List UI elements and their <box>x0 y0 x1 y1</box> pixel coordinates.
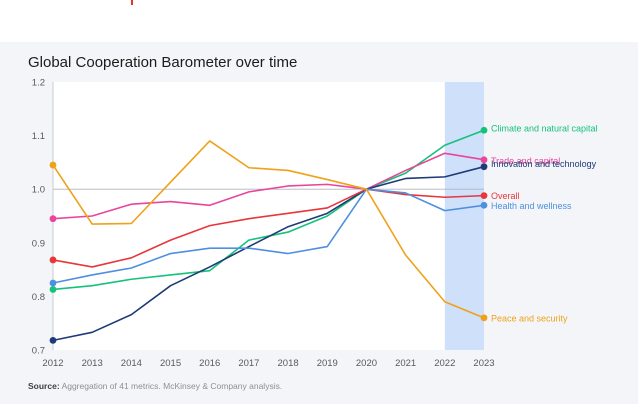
series-start-point-overall <box>49 256 57 264</box>
x-tick-label: 2013 <box>82 358 103 369</box>
series-end-point-health-and-wellness <box>480 201 488 209</box>
y-tick-label: 0.8 <box>32 292 45 303</box>
series-line-overall <box>52 188 485 268</box>
series-end-point-trade-and-capital <box>480 156 488 164</box>
x-tick-label: 2021 <box>395 358 416 369</box>
series-label-climate-and-natural-capital: Climate and natural capital <box>491 124 598 134</box>
series-line-peace-and-security <box>52 140 485 319</box>
series-start-point-health-and-wellness <box>49 279 57 287</box>
series-end-point-climate-and-natural-capital <box>480 126 488 134</box>
series-end-point-innovation-and-technology <box>480 163 488 171</box>
series-end-point-peace-and-security <box>480 314 488 322</box>
x-tick-label: 2015 <box>160 358 181 369</box>
x-tick-label: 2020 <box>356 358 377 369</box>
x-tick-label: 2017 <box>238 358 259 369</box>
y-tick-label: 1.2 <box>32 78 45 89</box>
header-band <box>0 0 638 42</box>
x-tick-label: 2022 <box>434 358 455 369</box>
series-label-overall: Overall <box>491 191 520 201</box>
source-label: Source: <box>28 381 60 391</box>
series-label-innovation-and-technology: Innovation and technology <box>491 159 597 169</box>
series-start-point-peace-and-security <box>49 161 57 169</box>
series-line-health-and-wellness <box>52 188 485 284</box>
series-end-point-overall <box>480 192 488 200</box>
series-start-point-innovation-and-technology <box>49 336 57 344</box>
y-tick-label: 1.0 <box>32 185 45 196</box>
x-tick-label: 2023 <box>473 358 494 369</box>
y-tick-label: 1.1 <box>32 131 45 142</box>
series-label-health-and-wellness: Health and wellness <box>491 201 572 211</box>
source-text: Aggregation of 41 metrics. McKinsey & Co… <box>61 381 283 391</box>
chart-title: Global Cooperation Barometer over time <box>28 54 298 71</box>
x-tick-label: 2019 <box>317 358 338 369</box>
highlight-band <box>444 82 484 350</box>
series-line-innovation-and-technology <box>52 165 485 342</box>
series-start-point-trade-and-capital <box>49 215 57 223</box>
y-tick-label: 0.9 <box>32 238 45 249</box>
source-note: Source: Aggregation of 41 metrics. McKin… <box>28 381 282 391</box>
x-tick-label: 2016 <box>199 358 220 369</box>
series-line-trade-and-capital <box>52 152 485 220</box>
series-start-point-climate-and-natural-capital <box>49 286 57 293</box>
series-label-trade-and-capital: Trade and capital <box>491 156 560 166</box>
header-accent-mark <box>131 0 133 5</box>
y-tick-label: 0.7 <box>32 346 45 357</box>
x-tick-label: 2014 <box>121 358 142 369</box>
x-tick-label: 2012 <box>42 358 63 369</box>
x-tick-label: 2018 <box>278 358 299 369</box>
series-label-peace-and-security: Peace and security <box>491 313 568 323</box>
